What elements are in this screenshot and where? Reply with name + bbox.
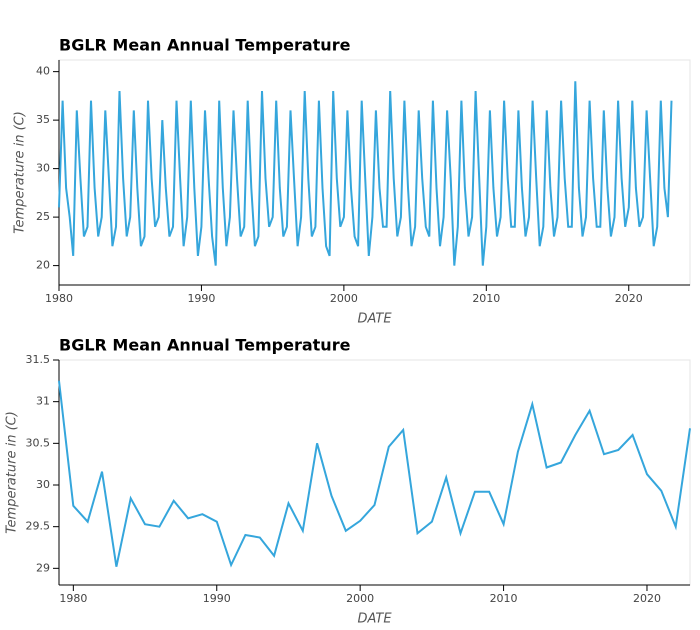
y-axis-label: Temperature in (C) (13, 111, 28, 234)
y-tick-label: 30.5 (26, 436, 51, 449)
data-line (58, 380, 691, 568)
y-tick-label: 31.5 (26, 353, 51, 366)
x-tick-label: 2000 (346, 592, 374, 605)
x-tick-label: 2000 (330, 292, 358, 305)
y-axis-label: Temperature in (C) (5, 411, 20, 534)
x-tick-label: 2020 (615, 292, 643, 305)
x-tick-label: 1980 (59, 592, 87, 605)
y-tick-label: 35 (36, 113, 50, 126)
y-tick-label: 20 (36, 259, 50, 272)
y-tick-label: 25 (36, 210, 50, 223)
chart-title: BGLR Mean Annual Temperature (59, 36, 351, 55)
x-tick-label: 2020 (633, 592, 661, 605)
y-tick-label: 29 (36, 561, 50, 574)
x-tick-label: 1990 (203, 592, 231, 605)
x-tick-label: 1980 (45, 292, 73, 305)
y-tick-label: 30 (36, 162, 50, 175)
x-tick-label: 2010 (490, 592, 518, 605)
y-tick-label: 31 (36, 395, 50, 408)
x-axis-label: DATE (357, 612, 392, 627)
y-tick-label: 30 (36, 478, 50, 491)
y-tick-label: 40 (36, 65, 50, 78)
chart-title: BGLR Mean Annual Temperature (59, 336, 351, 355)
y-tick-label: 29.5 (26, 520, 51, 533)
x-tick-label: 1990 (187, 292, 215, 305)
x-axis-label: DATE (357, 312, 392, 327)
data-line (58, 81, 673, 266)
plot-outline (58, 359, 691, 586)
x-tick-label: 2010 (472, 292, 500, 305)
